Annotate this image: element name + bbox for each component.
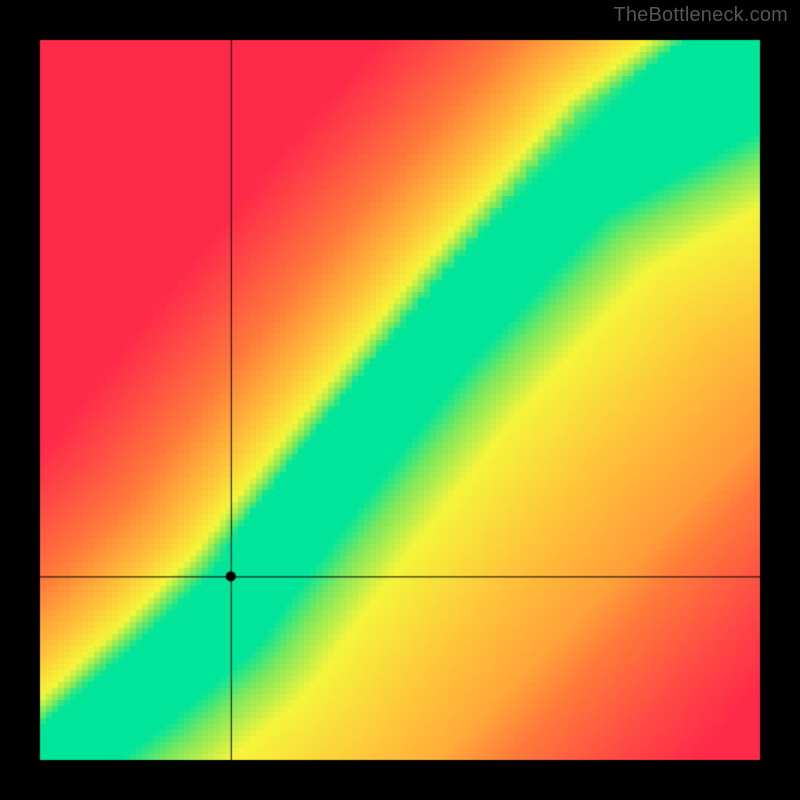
heatmap-canvas — [0, 0, 800, 800]
watermark-text: TheBottleneck.com — [613, 4, 788, 27]
figure-container: TheBottleneck.com — [0, 0, 800, 800]
